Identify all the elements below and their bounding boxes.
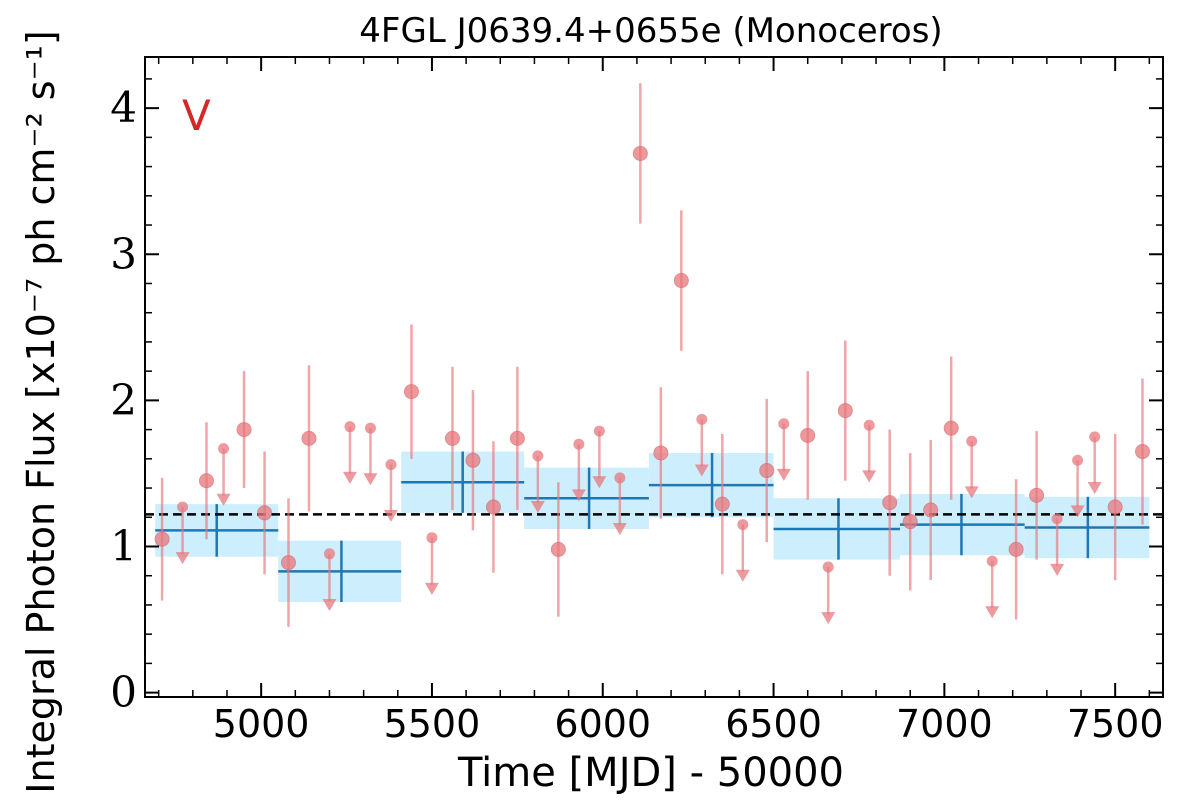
detection-point-21 [923, 502, 939, 518]
upper-limit-arrow-4 [363, 473, 378, 486]
detection-point-0 [154, 531, 170, 547]
detection-point-18 [837, 403, 853, 419]
y-tick-label-4: 4 [110, 83, 137, 132]
detection-point-11 [550, 541, 566, 557]
x-axis-label: Time [MJD] - 50000 [457, 750, 844, 796]
detection-point-19 [882, 495, 898, 511]
upper-limit-point-1 [218, 443, 230, 455]
upper-limit-point-3 [344, 421, 356, 433]
detection-point-20 [902, 514, 918, 530]
detection-point-9 [485, 499, 501, 515]
detection-point-12 [632, 145, 648, 161]
upper-limit-arrow-15 [862, 470, 877, 483]
upper-limit-arrow-3 [342, 471, 357, 484]
upper-limit-arrow-8 [571, 489, 586, 502]
upper-limit-point-19 [1072, 454, 1084, 466]
upper-limit-arrow-20 [1087, 482, 1102, 495]
detection-point-4 [280, 555, 296, 571]
upper-limit-point-7 [532, 450, 544, 462]
detection-point-26 [1135, 444, 1151, 460]
detection-point-23 [1008, 541, 1024, 557]
plot-area: 5000 5500 6000 6500 7000 7500 0 1 2 3 4 [110, 56, 1164, 746]
y-tick-label-0: 0 [110, 668, 137, 717]
upper-limit-point-20 [1089, 431, 1101, 443]
upper-limit-point-18 [1051, 513, 1063, 525]
x-tick-label-3: 6500 [725, 702, 822, 746]
upper-limit-arrow-0 [175, 552, 190, 565]
upper-limit-arrow-18 [1050, 563, 1065, 576]
upper-limit-arrow-7 [530, 501, 545, 514]
upper-limit-point-4 [364, 422, 376, 434]
detection-point-8 [465, 452, 481, 468]
x-tick-label-2: 6000 [554, 702, 651, 746]
upper-limit-arrow-11 [694, 464, 709, 477]
upper-limit-arrow-1 [216, 493, 231, 506]
upper-limit-arrow-16 [964, 486, 979, 499]
detection-point-13 [653, 445, 669, 461]
upper-limit-point-10 [614, 472, 626, 484]
y-tick-label-3: 3 [110, 229, 137, 278]
upper-limit-point-17 [986, 555, 998, 567]
upper-limit-arrow-2 [322, 598, 337, 611]
x-tick-label-4: 7000 [896, 702, 993, 746]
upper-limit-arrow-19 [1070, 505, 1085, 518]
x-tick-label-5: 7500 [1067, 702, 1164, 746]
y-axis-label: Integral Photon Flux [x10⁻⁷ ph cm⁻² s⁻¹] [19, 30, 63, 793]
chart-title: 4FGL J0639.4+0655e (Monoceros) [359, 11, 942, 51]
upper-limit-point-13 [778, 418, 790, 430]
upper-limit-point-0 [177, 501, 189, 513]
detection-point-25 [1107, 499, 1123, 515]
detection-point-3 [257, 505, 273, 521]
upper-limit-arrow-14 [821, 612, 836, 625]
upper-limit-point-15 [863, 419, 875, 431]
upper-limit-point-5 [385, 459, 397, 471]
upper-limit-arrow-10 [612, 522, 627, 535]
detection-point-1 [198, 473, 214, 489]
upper-limit-point-9 [593, 425, 605, 437]
upper-limit-point-12 [737, 519, 749, 531]
upper-limit-point-14 [822, 561, 834, 573]
detection-point-10 [509, 430, 525, 446]
detection-point-2 [236, 422, 252, 438]
detection-point-14 [673, 273, 689, 289]
upper-limit-arrow-17 [985, 606, 1000, 619]
upper-limit-point-16 [966, 435, 978, 447]
detection-point-17 [800, 427, 816, 443]
y-tick-label-2: 2 [110, 375, 137, 424]
detection-point-7 [444, 430, 460, 446]
detection-point-22 [943, 420, 959, 436]
upper-limit-arrow-6 [424, 582, 439, 595]
detection-point-5 [301, 430, 317, 446]
upper-limit-point-6 [426, 532, 438, 544]
detection-point-24 [1029, 487, 1045, 503]
upper-limit-arrow-9 [592, 476, 607, 489]
upper-limit-point-2 [323, 548, 335, 560]
panel-label: V [182, 91, 211, 140]
upper-limit-arrow-5 [383, 509, 398, 522]
upper-limit-arrow-12 [735, 569, 750, 582]
y-tick-label-1: 1 [110, 521, 137, 570]
upper-limit-point-11 [696, 413, 708, 425]
detection-point-16 [759, 463, 775, 479]
detection-point-6 [403, 384, 419, 400]
x-tick-label-1: 5500 [384, 702, 481, 746]
x-tick-label-0: 5000 [213, 702, 310, 746]
plot-frame [144, 56, 1164, 698]
upper-limit-point-8 [573, 438, 585, 450]
upper-limit-arrow-13 [776, 468, 791, 481]
detection-point-15 [714, 496, 730, 512]
